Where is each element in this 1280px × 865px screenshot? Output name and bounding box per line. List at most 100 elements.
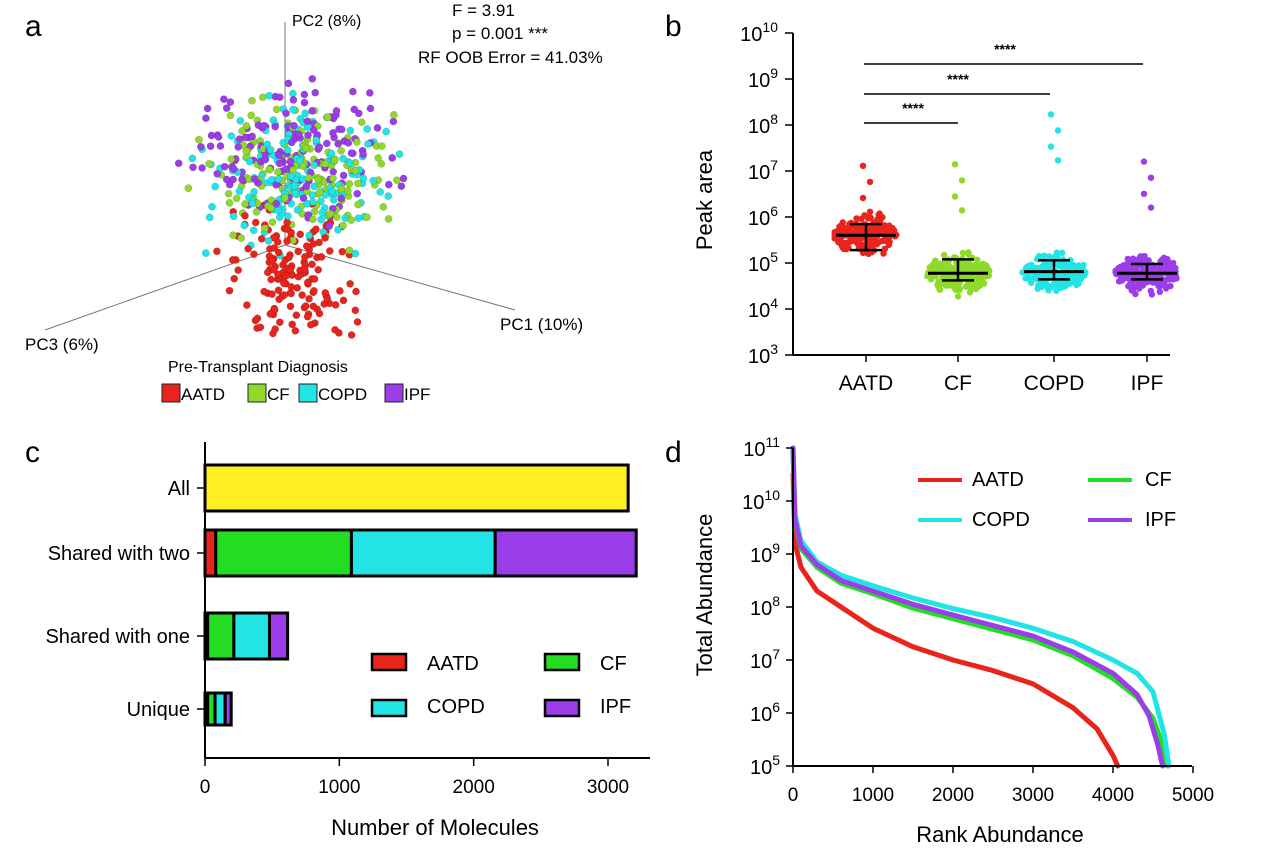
pca-point-ipf <box>271 122 280 131</box>
pca-point-cf <box>205 159 213 168</box>
dot-copd <box>1046 253 1053 260</box>
pca-point-ipf <box>289 96 298 104</box>
legend-d-label-cf: CF <box>1145 469 1172 491</box>
pca-point-ipf <box>300 98 309 107</box>
x-tick-label-d: 2000 <box>932 785 974 806</box>
dot-ipf <box>1172 264 1179 272</box>
legend-d-label-aatd: AATD <box>972 469 1024 491</box>
panel-label-d: d <box>665 436 682 469</box>
pca-point-cf <box>332 213 341 221</box>
dot-cf <box>974 256 981 263</box>
pca-point-cf <box>326 209 335 218</box>
pca-point-aatd <box>310 287 318 295</box>
pca-point-ipf <box>275 159 284 168</box>
dot-copd <box>1037 281 1044 288</box>
pca-point-aatd <box>270 244 279 252</box>
dot-ipf <box>1170 273 1177 281</box>
pca-point-cf <box>309 215 317 224</box>
pca-point-cf <box>242 147 250 155</box>
dot-aatd <box>847 237 854 245</box>
pca-point-ipf <box>203 104 212 113</box>
bar-segment-ipf <box>493 528 638 578</box>
dot-cf <box>966 289 974 296</box>
pca-point-cf <box>390 111 398 119</box>
legend-c-swatch-copd <box>370 698 408 718</box>
bar-segment-ipf <box>267 611 290 661</box>
dot-cf <box>954 293 962 300</box>
dot-ipf <box>1138 280 1146 287</box>
pca-point-aatd <box>287 228 296 237</box>
pca-point-cf <box>184 184 193 193</box>
pca-point-ipf <box>344 139 353 147</box>
pca-point-ipf <box>272 199 281 208</box>
pca-point-ipf <box>373 124 382 132</box>
pca-point-copd <box>291 189 300 198</box>
pca-point-copd <box>382 127 391 136</box>
pca-point-ipf <box>286 157 295 166</box>
pca-point-cf <box>274 168 282 176</box>
pca-point-ipf <box>241 133 250 142</box>
legend-a-swatch-aatd <box>161 383 181 403</box>
pca-point-cf <box>299 162 307 170</box>
pca-point-cf <box>302 144 310 153</box>
significance-brackets: **** **** **** <box>864 41 1143 124</box>
median-iqr-bars-b <box>836 222 1177 282</box>
pca-point-aatd <box>338 247 347 256</box>
dot-cf <box>985 266 992 273</box>
legend-d: AATD CF COPD IPF <box>918 469 1176 531</box>
pca-point-ipf <box>303 117 312 126</box>
panel-d: d Total Abundance 105 106 107 108 109 1010 101… <box>665 434 1214 847</box>
dot-strip-b <box>831 111 1180 300</box>
pca-point-copd <box>211 182 220 191</box>
dot-aatd <box>866 178 874 186</box>
pca-point-cf <box>248 96 256 105</box>
pca-point-copd <box>354 214 363 223</box>
pca-point-ipf <box>332 107 341 115</box>
pca-point-ipf <box>294 130 303 139</box>
dot-cf <box>958 177 966 184</box>
pca-point-copd <box>308 198 317 206</box>
pca-point-ipf <box>220 162 229 171</box>
y-axis-title-d: Total Abundance <box>692 514 717 677</box>
pca-point-copd <box>235 187 244 196</box>
pca-point-aatd <box>286 302 295 311</box>
x-tick-label-b: CF <box>944 372 972 395</box>
pca-point-copd <box>359 174 368 183</box>
y-tick-label-b: 105 <box>748 249 778 276</box>
stat-p: p = 0.001 *** <box>452 24 548 43</box>
pca-point-ipf <box>281 165 290 174</box>
dot-aatd <box>882 237 889 245</box>
pca-point-cf <box>323 113 332 122</box>
x-tick-label-c: 2000 <box>453 777 495 798</box>
pca-point-aatd <box>331 325 339 334</box>
pca-point-ipf <box>198 164 206 172</box>
pca-point-ipf <box>347 149 356 157</box>
pca-point-ipf <box>290 121 298 130</box>
pca-point-aatd <box>309 302 318 311</box>
pca-point-aatd <box>257 234 266 243</box>
dot-ipf <box>1136 254 1143 262</box>
dot-cf <box>970 273 977 280</box>
stat-rf-oob: RF OOB Error = 41.03% <box>418 48 603 67</box>
pca-point-copd <box>274 206 283 215</box>
pca-point-copd <box>266 145 275 154</box>
legend-a-label-copd: COPD <box>318 385 367 404</box>
x-ticks-d: 0 1000 2000 3000 4000 5000 <box>788 766 1214 806</box>
dot-ipf <box>1147 287 1155 295</box>
pca-point-aatd <box>306 320 315 329</box>
dot-aatd <box>859 194 867 202</box>
pca-point-aatd <box>283 237 291 245</box>
sig-label-aatd-cf: **** <box>902 100 924 116</box>
pca-point-ipf <box>174 159 183 168</box>
pca-point-copd <box>274 175 283 184</box>
panel-c: c All Shared with two Shared with one Uniqu… <box>25 436 650 840</box>
pca-point-ipf <box>322 139 331 148</box>
curve-cf <box>790 445 1170 769</box>
dot-aatd <box>853 225 860 233</box>
pca-point-cf <box>351 166 360 175</box>
pca-point-copd <box>346 159 354 168</box>
pca-point-cf <box>225 199 234 207</box>
legend-a-swatch-copd <box>298 383 318 403</box>
y-tick-label-d: 106 <box>750 699 780 726</box>
x-tick-label-c: 0 <box>200 777 211 798</box>
